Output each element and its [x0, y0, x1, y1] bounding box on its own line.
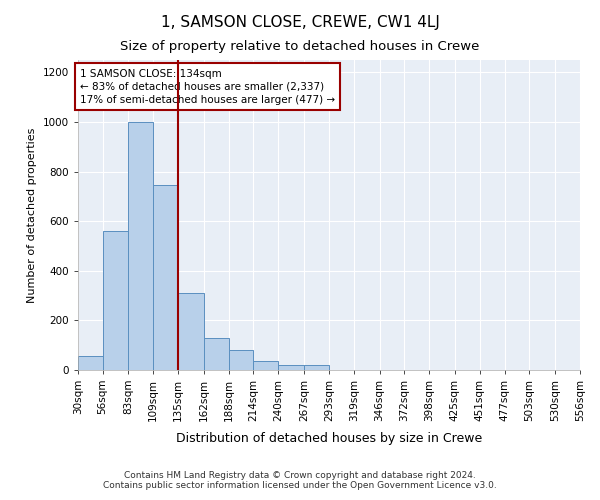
Text: 1 SAMSON CLOSE: 134sqm
← 83% of detached houses are smaller (2,337)
17% of semi-: 1 SAMSON CLOSE: 134sqm ← 83% of detached…: [80, 68, 335, 105]
Bar: [253, 361, 278, 370]
Bar: [204, 338, 229, 370]
Bar: [229, 350, 253, 370]
Bar: [304, 365, 329, 370]
Bar: [178, 293, 204, 370]
Bar: [78, 356, 103, 370]
Text: Contains HM Land Registry data © Crown copyright and database right 2024.
Contai: Contains HM Land Registry data © Crown c…: [103, 470, 497, 490]
Text: 1, SAMSON CLOSE, CREWE, CW1 4LJ: 1, SAMSON CLOSE, CREWE, CW1 4LJ: [161, 15, 439, 30]
Bar: [153, 185, 178, 370]
Bar: [278, 366, 304, 370]
Y-axis label: Number of detached properties: Number of detached properties: [27, 127, 37, 302]
Bar: [103, 231, 128, 370]
Bar: [128, 122, 153, 370]
X-axis label: Distribution of detached houses by size in Crewe: Distribution of detached houses by size …: [176, 432, 482, 445]
Text: Size of property relative to detached houses in Crewe: Size of property relative to detached ho…: [121, 40, 479, 53]
